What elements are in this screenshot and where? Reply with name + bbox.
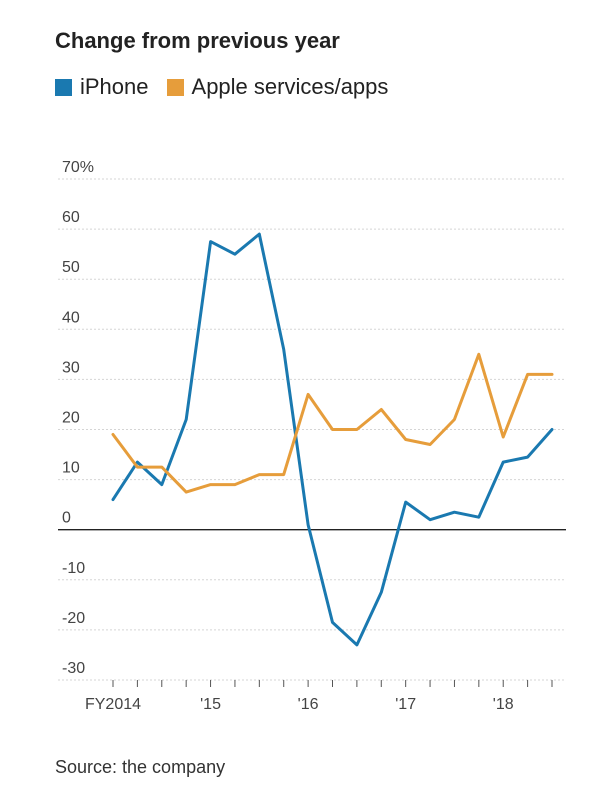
y-tick-label: 70% xyxy=(62,159,94,176)
legend-label-iphone: iPhone xyxy=(80,74,149,99)
x-tick-label: '15 xyxy=(200,696,221,713)
y-tick-label: -30 xyxy=(62,660,85,677)
x-tick-label: '18 xyxy=(493,696,514,713)
y-tick-label: 50 xyxy=(62,259,80,276)
y-tick-label: 10 xyxy=(62,460,80,477)
line-chart: 70% 60 50 40 30 20 10 0 -10 -20 -30 FY2014 '15 '16 '17… xyxy=(58,159,566,713)
legend-swatch-services xyxy=(166,78,184,96)
y-tick-label: 30 xyxy=(62,359,80,376)
x-tick-label: FY2014 xyxy=(85,696,141,713)
y-tick-label: 0 xyxy=(62,510,71,527)
y-tick-label: -10 xyxy=(62,560,85,577)
y-tick-label: 40 xyxy=(62,309,80,326)
series-line-iphone xyxy=(111,232,554,647)
y-tick-label: 60 xyxy=(62,209,80,226)
x-tick-label: '17 xyxy=(395,696,416,713)
y-tick-label: -20 xyxy=(62,610,85,627)
legend: iPhone Apple services/apps xyxy=(55,74,406,100)
y-tick-label: 20 xyxy=(62,410,80,427)
chart-title: Change from previous year xyxy=(55,28,340,53)
legend-label-services: Apple services/apps xyxy=(191,74,389,99)
legend-item-iphone: iPhone xyxy=(55,74,149,100)
legend-item-services: Apple services/apps xyxy=(166,74,389,100)
series-line-services xyxy=(111,352,554,494)
legend-swatch-iphone xyxy=(55,78,72,96)
x-tick-label: '16 xyxy=(298,696,319,713)
source-note: Source: the company xyxy=(55,757,226,777)
